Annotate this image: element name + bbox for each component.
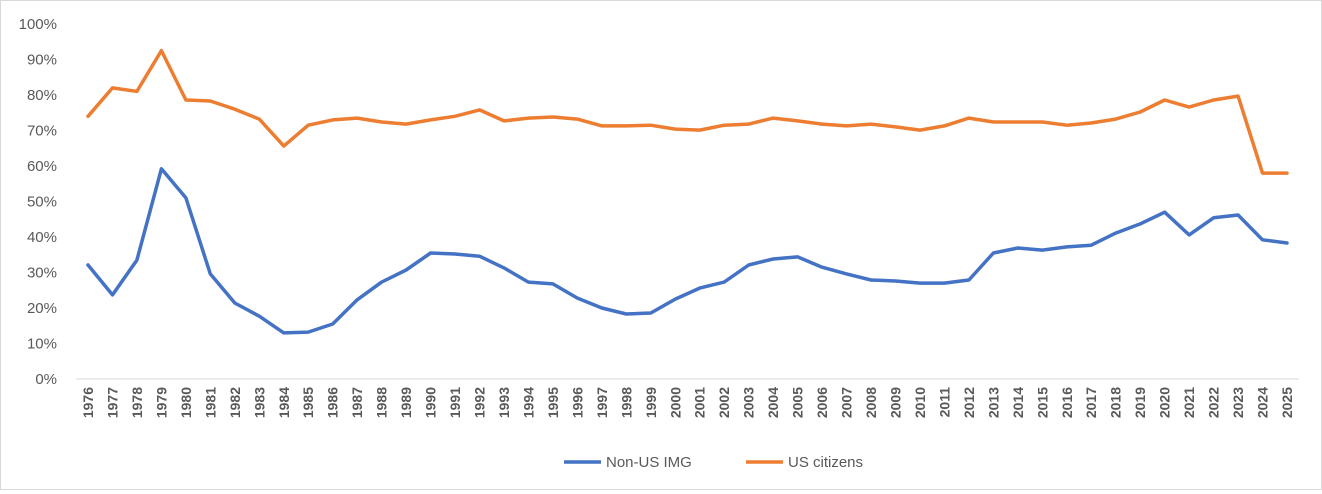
y-tick-label: 30%: [27, 265, 57, 282]
y-tick-label: 80%: [27, 87, 57, 104]
x-tick-label: 1995: [545, 387, 561, 418]
x-tick-label: 1993: [496, 387, 512, 418]
x-tick-label: 2022: [1206, 387, 1222, 418]
x-tick-label: 1983: [251, 387, 267, 418]
y-tick-label: 70%: [27, 123, 57, 140]
legend-label: Non-US IMG: [606, 454, 692, 471]
x-tick-label: 2016: [1059, 387, 1075, 418]
y-tick-label: 100%: [19, 16, 57, 33]
x-tick-label: 2003: [741, 387, 757, 418]
x-tick-label: 1976: [80, 387, 96, 418]
x-tick-label: 1984: [276, 387, 292, 418]
x-tick-label: 2009: [887, 387, 903, 418]
y-tick-label: 20%: [27, 300, 57, 317]
y-axis: 0% 10% 20% 30% 40% 50% 60% 70% 80% 90% 100%: [19, 16, 57, 388]
x-tick-label: 2015: [1034, 387, 1050, 418]
x-axis: 1976 1977 1978 1979 1980 1981 1982 1983 1984 1985…: [80, 387, 1295, 418]
y-tick-label: 50%: [27, 194, 57, 211]
y-tick-label: 10%: [27, 336, 57, 353]
legend-label: US citizens: [788, 454, 863, 471]
x-tick-label: 2011: [936, 387, 952, 418]
legend: Non-US IMG US citizens: [564, 454, 863, 471]
x-tick-label: 2007: [839, 387, 855, 418]
x-tick-label: 2012: [961, 387, 977, 418]
x-tick-label: 2020: [1157, 387, 1173, 418]
x-tick-label: 1978: [129, 387, 145, 418]
x-tick-label: 2002: [716, 387, 732, 418]
x-tick-label: 2000: [667, 387, 683, 418]
x-tick-label: 2014: [1010, 387, 1026, 418]
x-tick-label: 1982: [227, 387, 243, 418]
x-tick-label: 1997: [594, 387, 610, 418]
x-tick-label: 1980: [178, 387, 194, 418]
x-tick-label: 2013: [985, 387, 1001, 418]
x-tick-label: 2024: [1255, 387, 1271, 418]
x-tick-label: 1992: [472, 387, 488, 418]
x-tick-label: 1986: [325, 387, 341, 418]
x-tick-label: 2006: [814, 387, 830, 418]
x-tick-label: 2023: [1230, 387, 1246, 418]
x-tick-label: 1996: [569, 387, 585, 418]
x-tick-label: 1989: [398, 387, 414, 418]
x-tick-label: 2018: [1108, 387, 1124, 418]
series-lines: [88, 51, 1287, 333]
x-tick-label: 2010: [912, 387, 928, 418]
series-line-0: [88, 169, 1287, 333]
x-tick-label: 2004: [765, 387, 781, 418]
y-tick-label: 90%: [27, 52, 57, 69]
x-tick-label: 1990: [423, 387, 439, 418]
x-tick-label: 1987: [349, 387, 365, 418]
y-tick-label: 0%: [35, 371, 57, 388]
x-tick-label: 2008: [863, 387, 879, 418]
x-tick-label: 1981: [202, 387, 218, 418]
x-tick-label: 2001: [692, 387, 708, 418]
series-line-1: [88, 51, 1287, 174]
x-tick-label: 1977: [104, 387, 120, 418]
x-tick-label: 2019: [1132, 387, 1148, 418]
y-tick-label: 60%: [27, 158, 57, 175]
x-tick-label: 1985: [300, 387, 316, 418]
x-tick-label: 1979: [153, 387, 169, 418]
y-tick-label: 40%: [27, 229, 57, 246]
x-tick-label: 1988: [374, 387, 390, 418]
x-tick-label: 1998: [618, 387, 634, 418]
x-tick-label: 1999: [643, 387, 659, 418]
x-tick-label: 2005: [790, 387, 806, 418]
x-tick-label: 2021: [1181, 387, 1197, 418]
x-tick-label: 2025: [1279, 387, 1295, 418]
x-tick-label: 1994: [520, 387, 536, 418]
x-tick-label: 2017: [1083, 387, 1099, 418]
x-tick-label: 1991: [447, 387, 463, 418]
